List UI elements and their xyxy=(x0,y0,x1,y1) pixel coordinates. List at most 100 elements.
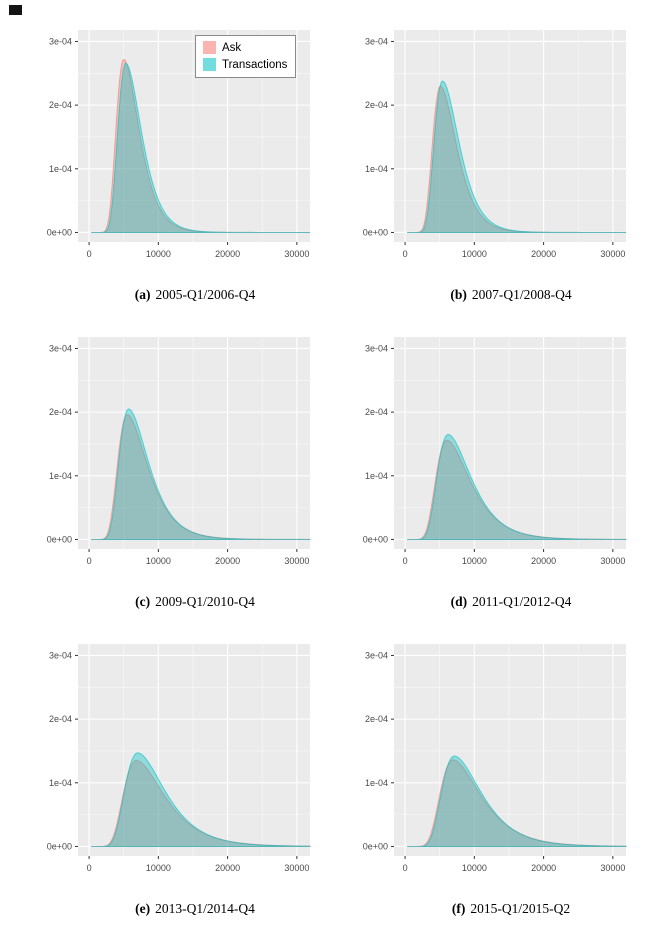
y-tick-label: 2e-04 xyxy=(365,714,388,724)
y-tick-label: 2e-04 xyxy=(49,407,72,417)
plot-wrap-f: 0 10000 20000 30000 0e+00 1e-04 2e-04 3e-04 xyxy=(344,636,636,888)
x-tick-label: 30000 xyxy=(600,556,625,566)
x-tick-label: 20000 xyxy=(531,863,556,873)
x-tick-label: 0 xyxy=(403,556,408,566)
panel-caption-f: (f) 2015-Q1/2015-Q2 xyxy=(344,901,636,917)
y-tick-label: 3e-04 xyxy=(365,343,388,353)
y-tick-label: 3e-04 xyxy=(49,343,72,353)
caption-text-e: 2013-Q1/2014-Q4 xyxy=(155,901,255,916)
caption-index-d: (d) xyxy=(450,594,468,609)
caption-text-d: 2011-Q1/2012-Q4 xyxy=(472,594,572,609)
panel-caption-a: (a) 2005-Q1/2006-Q4 xyxy=(28,287,320,303)
caption-text-c: 2009-Q1/2010-Q4 xyxy=(155,594,255,609)
figure-grid: 0 10000 20000 30000 0e+00 1e-04 2e-04 3e-04 Ask… xyxy=(28,22,636,917)
x-tick-label: 10000 xyxy=(146,863,171,873)
y-tick-label: 1e-04 xyxy=(49,471,72,481)
transactions-density-area xyxy=(91,752,311,847)
caption-index-a: (a) xyxy=(134,287,151,302)
plot-wrap-d: 0 10000 20000 30000 0e+00 1e-04 2e-04 3e-04 xyxy=(344,329,636,581)
plot-wrap-e: 0 10000 20000 30000 0e+00 1e-04 2e-04 3e-04 xyxy=(28,636,320,888)
y-tick-label: 1e-04 xyxy=(365,164,388,174)
x-tick-label: 0 xyxy=(87,863,92,873)
x-tick-label: 20000 xyxy=(531,556,556,566)
density-plot-c: 0 10000 20000 30000 0e+00 1e-04 2e-04 3e-04 xyxy=(47,337,311,566)
density-panel-c: 0 10000 20000 30000 0e+00 1e-04 2e-04 3e-04 (c)… xyxy=(28,329,320,610)
y-tick-label: 0e+00 xyxy=(363,841,388,851)
caption-index-f: (f) xyxy=(451,901,466,916)
panel-caption-c: (c) 2009-Q1/2010-Q4 xyxy=(28,594,320,610)
y-tick-label: 3e-04 xyxy=(365,650,388,660)
y-tick-label: 1e-04 xyxy=(365,471,388,481)
caption-index-c: (c) xyxy=(135,594,151,609)
y-tick-label: 3e-04 xyxy=(365,36,388,46)
caption-text-a: 2005-Q1/2006-Q4 xyxy=(155,287,256,302)
transactions-density-area xyxy=(407,433,627,540)
ask-color-swatch xyxy=(203,41,216,54)
legend-label-ask: Ask xyxy=(222,41,242,54)
density-plot-b: 0 10000 20000 30000 0e+00 1e-04 2e-04 3e-04 xyxy=(363,30,626,259)
density-panel-f: 0 10000 20000 30000 0e+00 1e-04 2e-04 3e-04 (f)… xyxy=(344,636,636,917)
legend: Ask Transactions xyxy=(195,35,297,78)
density-plot-d: 0 10000 20000 30000 0e+00 1e-04 2e-04 3e-04 xyxy=(363,337,627,566)
x-tick-label: 20000 xyxy=(215,863,240,873)
transactions-density-area xyxy=(91,62,310,233)
x-tick-label: 30000 xyxy=(600,249,625,259)
y-tick-label: 2e-04 xyxy=(49,714,72,724)
y-tick-label: 2e-04 xyxy=(365,407,388,417)
y-tick-label: 2e-04 xyxy=(49,100,72,110)
transactions-color-swatch xyxy=(203,58,216,71)
y-tick-label: 3e-04 xyxy=(49,36,72,46)
x-tick-label: 30000 xyxy=(284,249,309,259)
y-tick-label: 0e+00 xyxy=(363,534,388,544)
y-tick-label: 1e-04 xyxy=(49,778,72,788)
page-corner-artifact xyxy=(9,5,22,15)
x-tick-label: 20000 xyxy=(215,249,240,259)
x-tick-label: 0 xyxy=(403,863,408,873)
x-tick-label: 10000 xyxy=(462,249,487,259)
x-tick-label: 20000 xyxy=(215,556,240,566)
x-tick-label: 0 xyxy=(87,249,92,259)
legend-label-transactions: Transactions xyxy=(222,58,288,71)
panel-background xyxy=(78,644,310,856)
panel-background xyxy=(394,337,626,549)
plot-wrap-a: 0 10000 20000 30000 0e+00 1e-04 2e-04 3e-04 Ask… xyxy=(28,22,320,274)
y-tick-label: 3e-04 xyxy=(49,650,72,660)
y-tick-label: 0e+00 xyxy=(47,227,72,237)
y-tick-label: 0e+00 xyxy=(47,841,72,851)
panel-caption-e: (e) 2013-Q1/2014-Q4 xyxy=(28,901,320,917)
panel-caption-b: (b) 2007-Q1/2008-Q4 xyxy=(344,287,636,303)
density-panel-b: 0 10000 20000 30000 0e+00 1e-04 2e-04 3e-04 (b)… xyxy=(344,22,636,303)
x-tick-label: 20000 xyxy=(531,249,556,259)
density-panel-e: 0 10000 20000 30000 0e+00 1e-04 2e-04 3e-04 (e)… xyxy=(28,636,320,917)
caption-text-b: 2007-Q1/2008-Q4 xyxy=(471,287,572,302)
y-tick-label: 0e+00 xyxy=(363,227,388,237)
x-tick-label: 0 xyxy=(403,249,408,259)
density-plot-e: 0 10000 20000 30000 0e+00 1e-04 2e-04 3e-04 xyxy=(47,644,311,873)
y-tick-label: 1e-04 xyxy=(49,164,72,174)
x-tick-label: 30000 xyxy=(600,863,625,873)
legend-item-ask: Ask xyxy=(203,41,287,54)
transactions-density-area xyxy=(407,80,626,233)
panel-background xyxy=(394,644,626,856)
y-tick-label: 1e-04 xyxy=(365,778,388,788)
density-panel-a: 0 10000 20000 30000 0e+00 1e-04 2e-04 3e-04 Ask… xyxy=(28,22,320,303)
density-plot-f: 0 10000 20000 30000 0e+00 1e-04 2e-04 3e-04 xyxy=(363,644,627,873)
y-tick-label: 0e+00 xyxy=(47,534,72,544)
caption-index-b: (b) xyxy=(450,287,467,302)
transactions-density-area xyxy=(407,755,627,847)
legend-item-transactions: Transactions xyxy=(203,58,287,71)
panel-caption-d: (d) 2011-Q1/2012-Q4 xyxy=(344,594,636,610)
transactions-density-area xyxy=(91,408,311,540)
caption-text-f: 2015-Q1/2015-Q2 xyxy=(470,901,571,916)
plot-wrap-c: 0 10000 20000 30000 0e+00 1e-04 2e-04 3e-04 xyxy=(28,329,320,581)
x-tick-label: 30000 xyxy=(284,863,309,873)
caption-index-e: (e) xyxy=(135,901,151,916)
x-tick-label: 10000 xyxy=(146,556,171,566)
density-panel-d: 0 10000 20000 30000 0e+00 1e-04 2e-04 3e-04 (d)… xyxy=(344,329,636,610)
x-tick-label: 10000 xyxy=(146,249,171,259)
x-tick-label: 0 xyxy=(87,556,92,566)
y-tick-label: 2e-04 xyxy=(365,100,388,110)
x-tick-label: 30000 xyxy=(284,556,309,566)
x-tick-label: 10000 xyxy=(462,863,487,873)
plot-wrap-b: 0 10000 20000 30000 0e+00 1e-04 2e-04 3e-04 xyxy=(344,22,636,274)
